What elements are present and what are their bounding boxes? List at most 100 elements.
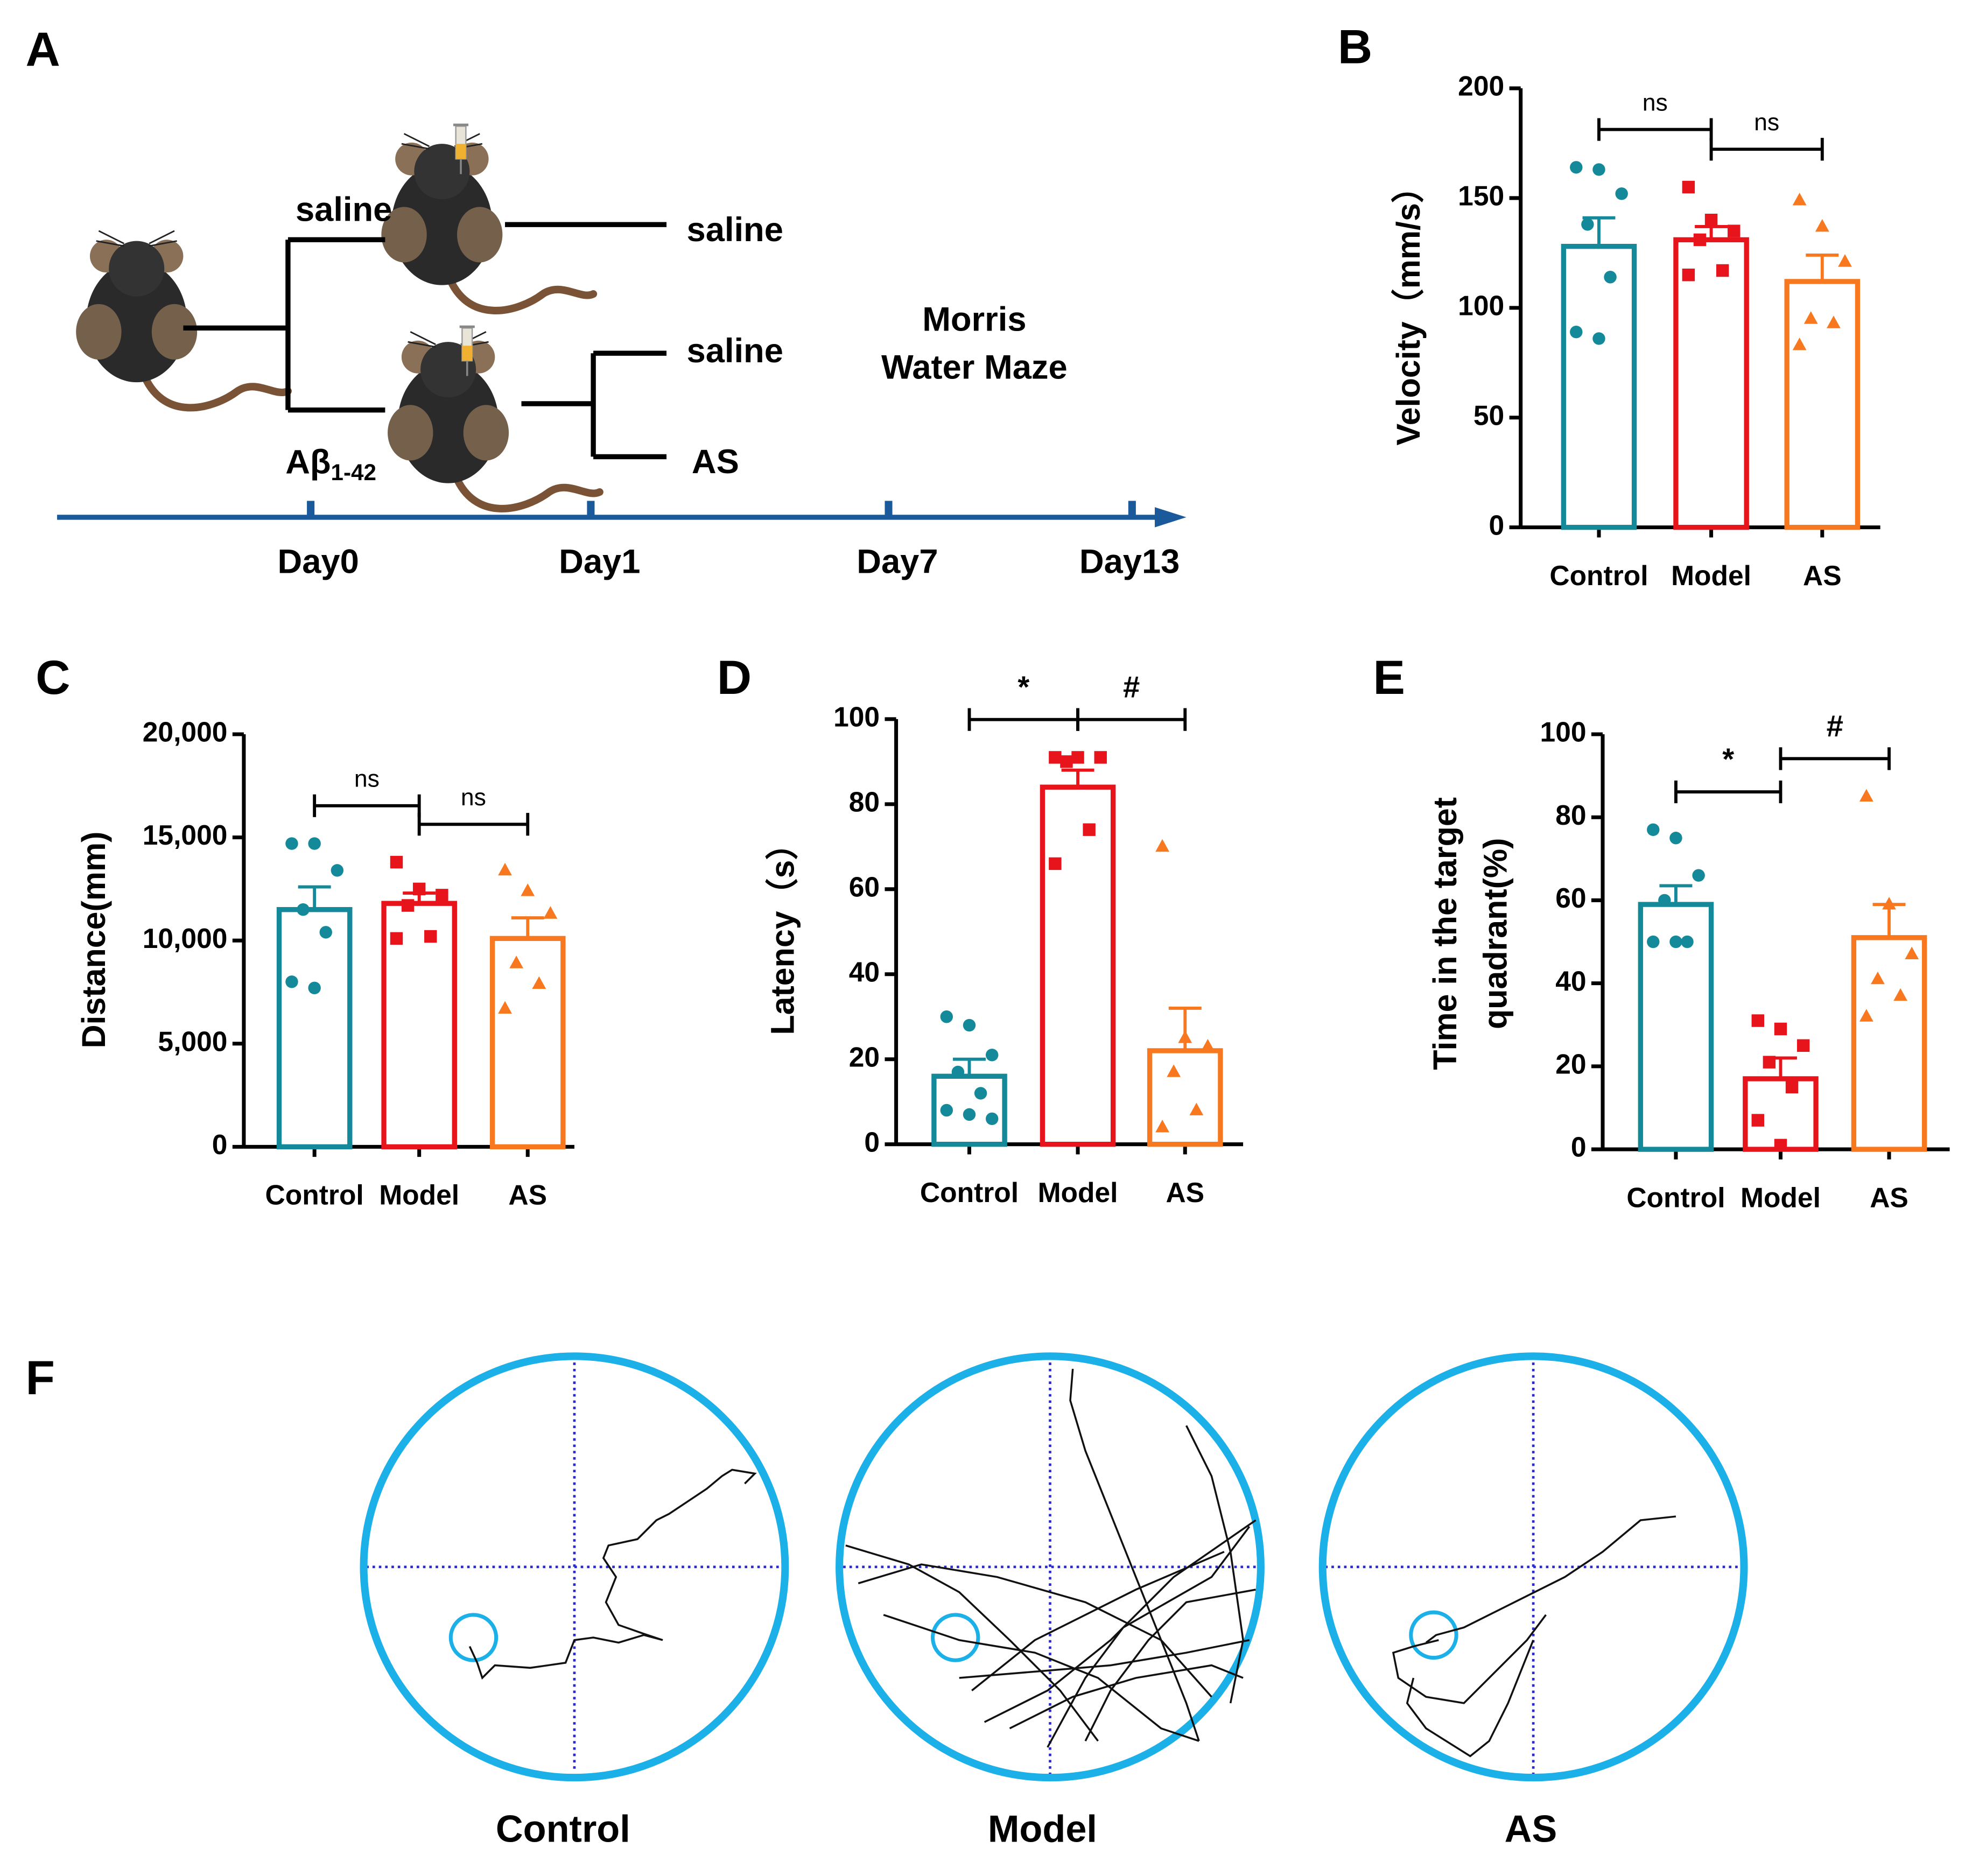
data-point — [1071, 751, 1084, 764]
data-point — [1859, 1009, 1873, 1022]
data-point — [1669, 935, 1682, 948]
x-tick-label: AS — [508, 1179, 547, 1211]
bar — [1784, 279, 1861, 530]
data-point — [1905, 946, 1919, 960]
branch-label: saline — [296, 191, 392, 228]
y-tick-label: 100 — [1540, 716, 1587, 748]
data-point — [1581, 218, 1594, 231]
error-bar — [1806, 254, 1839, 282]
y-axis-label: quadrant(%) — [1477, 838, 1514, 1029]
data-point — [308, 837, 321, 850]
bar — [276, 907, 353, 1150]
data-point — [985, 1049, 999, 1062]
x-tick-label: Model — [1038, 1177, 1118, 1208]
quadrant-lines — [366, 1362, 1747, 1776]
day-label: Day1 — [559, 543, 640, 580]
data-point — [390, 855, 403, 869]
significance-label: ns — [1754, 109, 1779, 136]
x-tick-label: Control — [920, 1177, 1019, 1208]
x-tick-label: AS — [1166, 1177, 1204, 1208]
panel-letter: C — [36, 650, 70, 704]
data-point — [1189, 1102, 1204, 1115]
bar — [489, 936, 566, 1150]
y-axis-label: Velocity（mm/s） — [1390, 170, 1427, 445]
data-point — [963, 1108, 976, 1121]
group-label: AS — [1505, 1808, 1557, 1850]
data-point — [1682, 180, 1695, 194]
significance-bracket — [417, 813, 530, 836]
timeline-arrow — [1155, 507, 1187, 528]
y-tick-label: 0 — [1489, 509, 1505, 540]
y-tick-label: 0 — [212, 1129, 228, 1160]
significance-bracket — [1597, 118, 1713, 141]
error-bar — [511, 916, 544, 939]
data-point — [543, 906, 558, 919]
data-point — [1592, 163, 1605, 176]
y-tick-label: 15,000 — [143, 819, 228, 851]
data-point — [974, 1087, 987, 1100]
data-point — [1201, 1038, 1215, 1052]
injection-sub: 1-42 — [331, 460, 376, 485]
data-point — [1803, 311, 1818, 324]
data-point — [1178, 1030, 1192, 1043]
data-point — [1049, 857, 1062, 870]
mouse-icon — [388, 332, 600, 509]
test-label: Water Maze — [881, 348, 1068, 386]
data-point — [1167, 1064, 1181, 1077]
data-point — [401, 899, 415, 912]
data-point — [1871, 971, 1885, 985]
data-point — [1060, 755, 1073, 768]
data-point — [1647, 823, 1660, 837]
data-point — [1774, 1139, 1787, 1152]
data-point — [1682, 268, 1695, 282]
y-tick-label: 0 — [864, 1126, 880, 1157]
significance-bracket — [1709, 138, 1824, 161]
pool — [360, 1352, 1748, 1782]
error-bar — [1695, 225, 1728, 240]
data-point — [1692, 869, 1705, 882]
x-tick-label: Control — [1626, 1182, 1725, 1213]
day-label: Day13 — [1079, 543, 1180, 580]
y-tick-label: 150 — [1458, 180, 1504, 212]
data-point — [509, 955, 524, 968]
significance-label: * — [1722, 742, 1734, 776]
data-point — [436, 889, 448, 902]
data-point — [412, 882, 426, 896]
group-label: Model — [988, 1808, 1097, 1850]
x-tick-label: Model — [1741, 1182, 1821, 1213]
bar — [1561, 243, 1637, 530]
error-bar — [1061, 768, 1094, 788]
data-point — [1669, 832, 1682, 845]
data-point — [390, 932, 403, 945]
data-point — [1838, 254, 1852, 267]
x-tick-label: AS — [1803, 560, 1842, 591]
y-tick-label: 60 — [849, 871, 880, 902]
y-tick-label: 200 — [1458, 71, 1504, 102]
data-point — [1704, 214, 1718, 227]
significance-label: # — [1123, 670, 1140, 704]
significance-bracket — [313, 794, 421, 817]
data-point — [1083, 823, 1096, 836]
panel-letter: D — [717, 650, 752, 704]
day-label: Day0 — [278, 543, 359, 580]
y-tick-label: 80 — [849, 786, 880, 817]
panel-letter: E — [1373, 650, 1405, 704]
x-tick-label: AS — [1870, 1182, 1908, 1213]
significance-label: ns — [461, 784, 486, 811]
data-point — [1796, 1039, 1810, 1052]
error-bar — [298, 885, 331, 910]
data-point — [1827, 315, 1841, 328]
branch-lines — [183, 222, 667, 460]
data-point — [1774, 1022, 1787, 1036]
branch-label: AS — [692, 443, 739, 481]
data-point — [1785, 1080, 1799, 1094]
y-tick-label: 100 — [833, 701, 880, 733]
x-tick-label: Control — [265, 1179, 364, 1211]
significance-label: # — [1827, 709, 1843, 743]
data-point — [297, 903, 310, 916]
injection: Aβ — [285, 443, 331, 481]
data-point — [1792, 192, 1807, 206]
significance-label: * — [1017, 670, 1029, 704]
bar — [1040, 784, 1116, 1147]
